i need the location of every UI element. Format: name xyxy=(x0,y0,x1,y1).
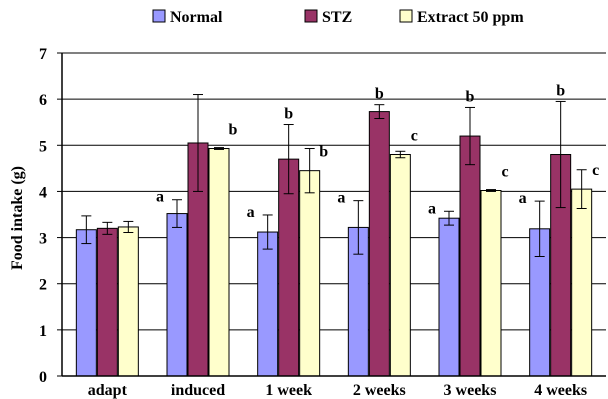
bar xyxy=(166,213,188,377)
legend: Normal STZ Extract 50 ppm xyxy=(152,9,524,26)
significance-label: a xyxy=(428,200,436,217)
significance-label: b xyxy=(319,144,328,161)
x-tick-label: induced xyxy=(171,382,225,399)
y-tick-label: 4 xyxy=(39,184,47,201)
bar xyxy=(368,111,390,377)
bar xyxy=(96,227,118,377)
significance-label: b xyxy=(375,86,384,103)
x-tick-label: 1 week xyxy=(265,382,312,399)
bar xyxy=(438,217,460,377)
y-tick-label: 5 xyxy=(39,138,47,155)
significance-label: a xyxy=(247,204,255,221)
y-tick-label: 1 xyxy=(39,323,47,340)
significance-label: b xyxy=(556,82,565,99)
legend-swatch-extract xyxy=(399,9,413,23)
gridlines xyxy=(62,52,606,331)
bar xyxy=(257,231,279,377)
bars xyxy=(75,111,593,377)
legend-swatch-normal xyxy=(152,9,166,23)
y-tick-label: 3 xyxy=(39,231,47,248)
significance-label: b xyxy=(466,88,475,105)
significance-label: a xyxy=(337,190,345,207)
error-bars xyxy=(81,94,587,257)
y-tick-label: 6 xyxy=(39,92,47,109)
bar xyxy=(571,188,593,377)
x-tick-label: 2 weeks xyxy=(353,382,406,399)
bar xyxy=(208,148,230,377)
legend-label-stz: STZ xyxy=(322,9,352,26)
legend-swatch-stz xyxy=(304,9,318,23)
significance-label: a xyxy=(156,189,164,206)
significance-label: c xyxy=(592,162,599,179)
bar xyxy=(299,170,321,377)
legend-label-extract: Extract 50 ppm xyxy=(417,9,524,26)
x-tick-labels: adapt induced 1 week 2 weeks 3 weeks 4 weeks xyxy=(88,382,587,399)
significance-label: c xyxy=(501,164,508,181)
significance-label: a xyxy=(519,190,527,207)
y-tick-label: 0 xyxy=(39,369,47,386)
significance-label: b xyxy=(284,106,293,123)
bar xyxy=(389,154,411,377)
bar xyxy=(75,229,97,377)
legend-label-normal: Normal xyxy=(170,9,223,26)
y-tick-label: 2 xyxy=(39,277,47,294)
y-tick-labels: 0 1 2 3 4 5 6 7 xyxy=(39,46,47,386)
bar xyxy=(459,135,481,377)
axes xyxy=(57,52,606,377)
bar xyxy=(480,190,502,377)
y-axis-title: Food intake (g) xyxy=(9,166,26,270)
significance-label: c xyxy=(411,128,418,145)
x-tick-label: 4 weeks xyxy=(534,382,587,399)
x-tick-label: 3 weeks xyxy=(444,382,497,399)
y-tick-label: 7 xyxy=(39,46,47,63)
x-tick-label: adapt xyxy=(88,382,128,399)
bar xyxy=(117,226,139,377)
significance-label: b xyxy=(229,122,238,139)
